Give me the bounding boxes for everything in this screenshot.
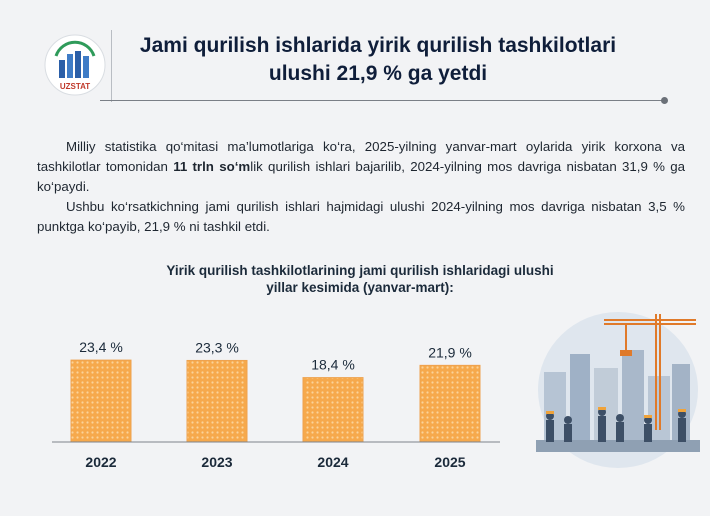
title-line-1: Jami qurilish ishlarida yirik qurilish t… bbox=[139, 34, 617, 57]
title-underline bbox=[100, 100, 662, 101]
category-label-2023: 2023 bbox=[201, 454, 232, 470]
category-label-2025: 2025 bbox=[434, 454, 465, 470]
value-label-2024: 18,4 % bbox=[311, 357, 355, 373]
category-label-2024: 2024 bbox=[317, 454, 348, 470]
chart-title: Yirik qurilish tashkilotlarining jami qu… bbox=[100, 262, 620, 296]
paragraph-2: Ushbu ko‘rsatkichning jami qurilish ishl… bbox=[37, 199, 685, 234]
value-label-2023: 23,3 % bbox=[195, 339, 239, 355]
paragraph-1-bold: 11 trln so‘m bbox=[173, 159, 251, 174]
chart-title-line-2: yillar kesimida (yanvar-mart): bbox=[266, 280, 454, 295]
paragraph-1-text-a: Milliy statistika qo‘mitasi ma’lumotlari… bbox=[37, 139, 685, 174]
bar-2024 bbox=[302, 377, 364, 443]
page-title: Jami qurilish ishlarida yirik qurilish t… bbox=[118, 32, 638, 88]
logo-text: UZSTAT bbox=[60, 82, 90, 91]
category-label-2022: 2022 bbox=[85, 454, 116, 470]
chart-title-line-1: Yirik qurilish tashkilotlarining jami qu… bbox=[166, 263, 554, 278]
uzstat-logo: UZSTAT bbox=[44, 34, 106, 96]
construction-site-icon bbox=[536, 312, 700, 468]
bar-2025 bbox=[419, 364, 481, 443]
article-body: Milliy statistika qo‘mitasi ma’lumotlari… bbox=[37, 137, 685, 237]
paragraph-1: Milliy statistika qo‘mitasi ma’lumotlari… bbox=[37, 137, 685, 197]
value-label-2022: 23,4 % bbox=[79, 339, 123, 355]
title-underline-dot bbox=[661, 97, 668, 104]
header-divider bbox=[111, 30, 112, 102]
paragraph-1-text-b: lik qurilish ishlari bajarilib, 2024-yil… bbox=[37, 159, 685, 194]
bar-2022 bbox=[70, 359, 132, 443]
title-line-2: ulushi 21,9 % ga yetdi bbox=[268, 62, 488, 85]
bar-2023 bbox=[186, 359, 248, 443]
value-label-2025: 21,9 % bbox=[428, 344, 472, 360]
